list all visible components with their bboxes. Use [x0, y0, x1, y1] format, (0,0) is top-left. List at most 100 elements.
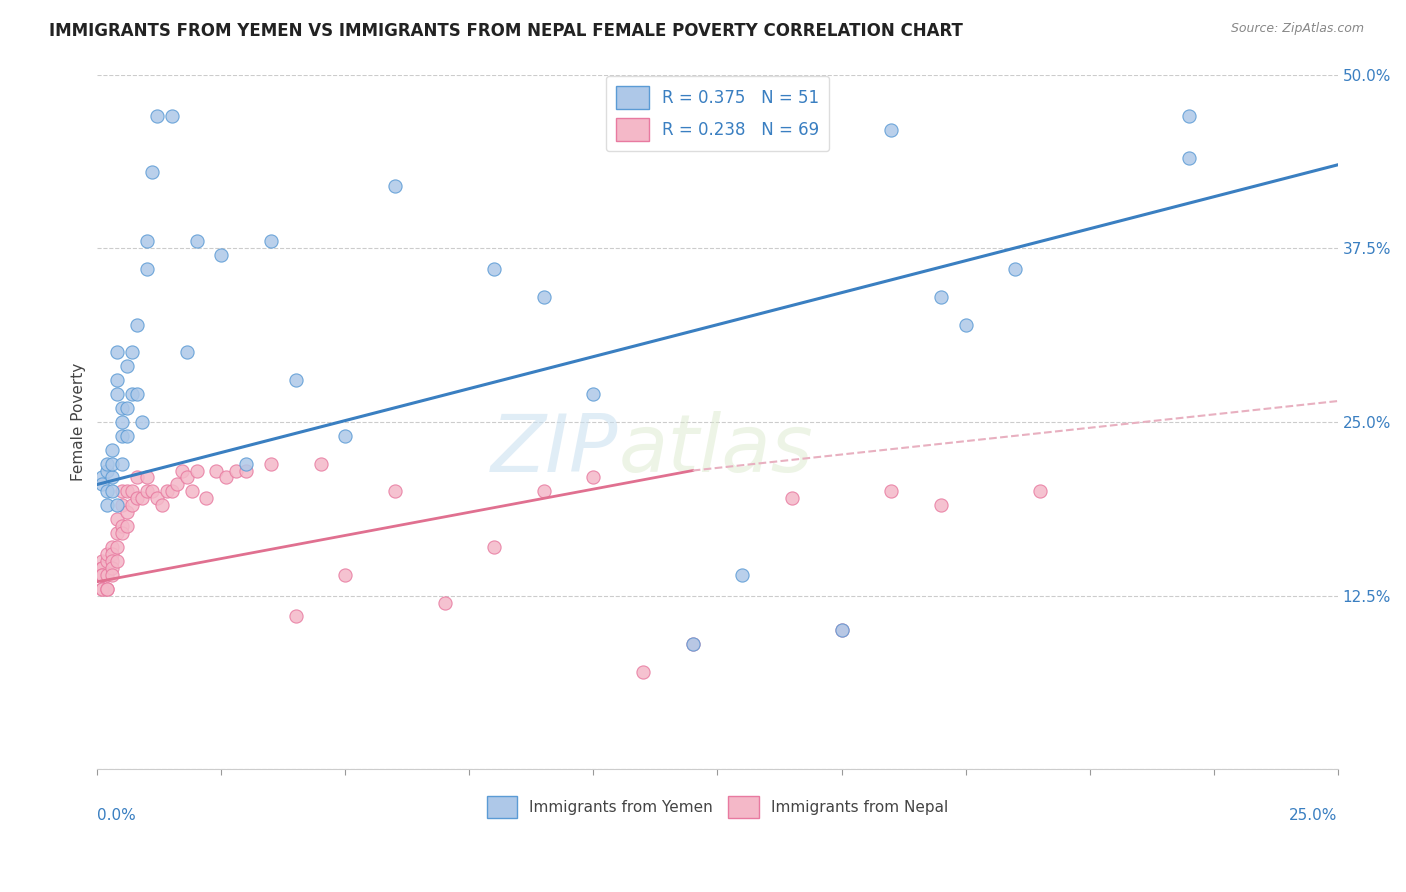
Point [91, 477, 114, 491]
Point [533, 484, 555, 499]
Point [115, 519, 138, 533]
Point [121, 387, 143, 401]
Point [96, 457, 118, 471]
Point [91, 554, 114, 568]
Point [831, 624, 853, 638]
Point [96, 484, 118, 499]
Point [150, 498, 173, 512]
Point [433, 596, 456, 610]
Point [96, 582, 118, 596]
Point [101, 554, 124, 568]
Point [260, 234, 283, 248]
Point [309, 457, 332, 471]
Point [111, 484, 134, 499]
Point [115, 401, 138, 415]
Point [91, 561, 114, 575]
Point [111, 457, 134, 471]
Point [582, 387, 605, 401]
Point [582, 470, 605, 484]
Point [111, 429, 134, 443]
Point [335, 567, 357, 582]
Point [284, 609, 307, 624]
Point [101, 540, 124, 554]
Point [484, 540, 506, 554]
Point [91, 567, 114, 582]
Point [96, 464, 118, 478]
Point [105, 373, 128, 387]
Point [111, 498, 134, 512]
Point [146, 491, 169, 506]
Point [115, 484, 138, 499]
Point [101, 561, 124, 575]
Point [105, 540, 128, 554]
Point [225, 464, 247, 478]
Y-axis label: Female Poverty: Female Poverty [72, 363, 86, 481]
Point [136, 484, 159, 499]
Point [121, 498, 143, 512]
Point [195, 491, 218, 506]
Point [631, 665, 654, 679]
Point [115, 359, 138, 374]
Text: IMMIGRANTS FROM YEMEN VS IMMIGRANTS FROM NEPAL FEMALE POVERTY CORRELATION CHART: IMMIGRANTS FROM YEMEN VS IMMIGRANTS FROM… [49, 22, 963, 40]
Point [121, 345, 143, 359]
Point [929, 498, 952, 512]
Point [115, 505, 138, 519]
Point [136, 234, 159, 248]
Point [141, 165, 163, 179]
Point [91, 561, 114, 575]
Point [96, 547, 118, 561]
Text: 0.0%: 0.0% [97, 807, 136, 822]
Text: Source: ZipAtlas.com: Source: ZipAtlas.com [1230, 22, 1364, 36]
Point [1029, 484, 1052, 499]
Point [176, 470, 198, 484]
Point [166, 477, 188, 491]
Point [831, 624, 853, 638]
Point [1004, 262, 1026, 277]
Point [260, 457, 283, 471]
Point [91, 470, 114, 484]
Point [186, 464, 208, 478]
Point [141, 484, 163, 499]
Point [91, 567, 114, 582]
Point [91, 582, 114, 596]
Point [160, 484, 183, 499]
Point [91, 567, 114, 582]
Point [125, 387, 148, 401]
Point [131, 415, 153, 429]
Point [205, 464, 228, 478]
Point [284, 373, 307, 387]
Point [180, 484, 202, 499]
Point [91, 582, 114, 596]
Point [136, 262, 159, 277]
Point [105, 387, 128, 401]
Point [731, 567, 754, 582]
Point [101, 470, 124, 484]
Point [131, 491, 153, 506]
Point [105, 512, 128, 526]
Point [125, 470, 148, 484]
Point [105, 526, 128, 541]
Point [1178, 151, 1201, 165]
Point [682, 637, 704, 651]
Point [215, 470, 238, 484]
Point [125, 491, 148, 506]
Point [176, 345, 198, 359]
Point [384, 178, 406, 193]
Point [880, 484, 903, 499]
Point [929, 290, 952, 304]
Point [384, 484, 406, 499]
Point [1178, 109, 1201, 123]
Point [101, 567, 124, 582]
Point [955, 318, 977, 332]
Point [96, 567, 118, 582]
Text: ZIP: ZIP [491, 410, 619, 489]
Point [209, 248, 232, 262]
Point [105, 498, 128, 512]
Point [533, 290, 555, 304]
Point [96, 582, 118, 596]
Point [101, 484, 124, 499]
Point [880, 123, 903, 137]
Point [101, 547, 124, 561]
Point [101, 457, 124, 471]
Point [91, 567, 114, 582]
